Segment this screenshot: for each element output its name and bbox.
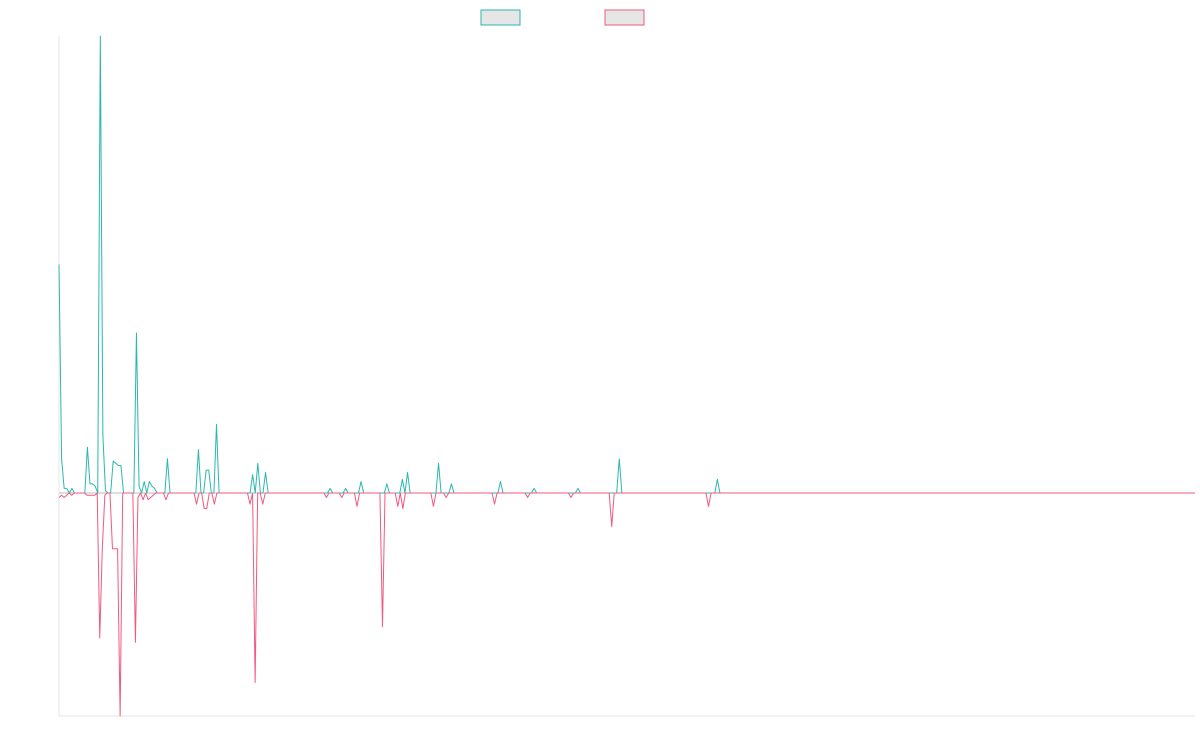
- legend-swatch-2[interactable]: [604, 9, 645, 26]
- series-layer: [58, 35, 1195, 717]
- series-line-2: [58, 492, 1195, 717]
- legend-swatch-1[interactable]: [480, 9, 521, 26]
- series-line-1: [58, 35, 1195, 494]
- axes: [58, 36, 1195, 717]
- legend[interactable]: [480, 9, 645, 26]
